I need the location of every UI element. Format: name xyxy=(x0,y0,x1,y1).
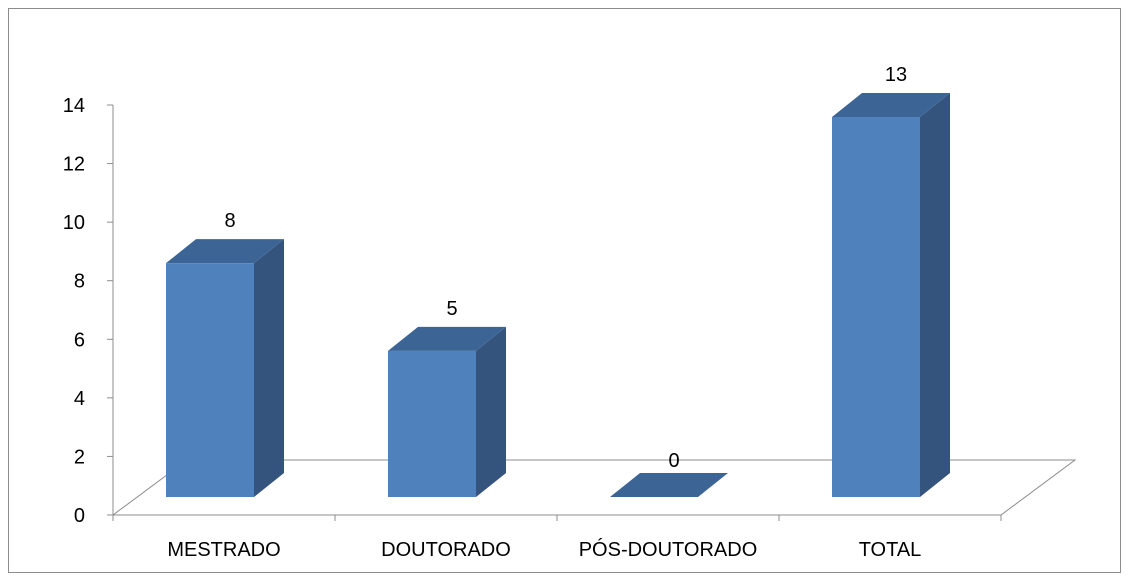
category-label: DOUTORADO xyxy=(381,539,511,561)
y-tick-label: 6 xyxy=(74,329,85,351)
data-label: 13 xyxy=(885,64,907,86)
bar-front xyxy=(166,263,254,497)
data-label: 0 xyxy=(668,450,679,472)
category-label: TOTAL xyxy=(859,539,922,561)
bar-top xyxy=(610,473,728,497)
bar-front xyxy=(388,350,476,497)
y-tick-label: 14 xyxy=(63,95,85,117)
bar-side xyxy=(920,93,950,497)
bar-front xyxy=(832,117,920,497)
y-tick-label: 2 xyxy=(74,446,85,468)
y-tick-label: 0 xyxy=(74,505,85,527)
bar-side xyxy=(476,326,506,497)
data-label: 5 xyxy=(446,298,457,320)
bar-top xyxy=(388,326,506,351)
bar-top xyxy=(166,239,284,264)
category-label: MESTRADO xyxy=(167,539,280,561)
y-tick-label: 10 xyxy=(63,212,85,234)
bar-side xyxy=(254,239,284,497)
category-label: PÓS-DOUTORADO xyxy=(579,538,758,561)
data-label: 8 xyxy=(224,210,235,232)
y-tick-label: 12 xyxy=(63,154,85,176)
bar-top xyxy=(832,93,950,117)
y-tick-label: 8 xyxy=(74,271,85,293)
y-tick-label: 4 xyxy=(74,388,85,410)
